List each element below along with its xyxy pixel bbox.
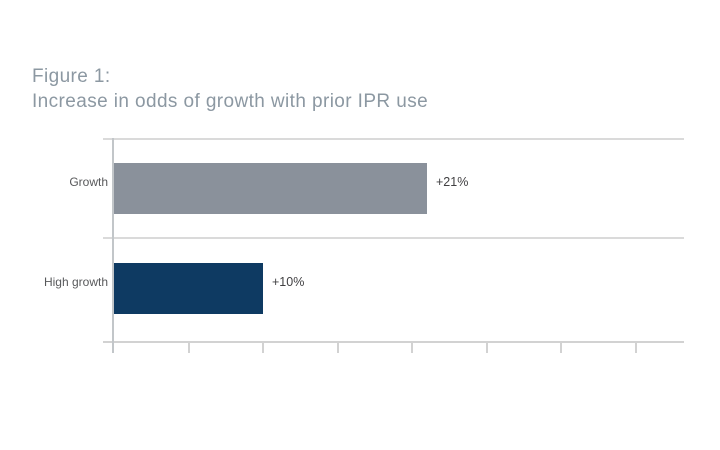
x-axis-tick — [188, 342, 190, 353]
value-label-high-growth: +10% — [272, 275, 305, 289]
x-axis-tick — [262, 342, 264, 353]
bar-row-high-growth: High growth +10% — [0, 238, 720, 342]
category-label-growth: Growth — [69, 175, 108, 189]
bar-row-growth: Growth +21% — [0, 138, 720, 238]
category-label-high-growth: High growth — [43, 275, 108, 289]
gridline-row-separator — [103, 237, 684, 239]
gridline-top — [103, 138, 684, 140]
y-axis-line — [112, 138, 114, 353]
figure-number-label: Figure 1: — [32, 66, 111, 87]
bar-growth — [114, 163, 427, 214]
figure-caption: Increase in odds of growth with prior IP… — [32, 91, 429, 112]
bar-high-growth — [114, 263, 263, 314]
x-axis-tick — [337, 342, 339, 353]
x-axis-tick — [486, 342, 488, 353]
figure-title-block: Figure 1: Increase in odds of growth wit… — [32, 64, 428, 114]
x-axis-tick — [560, 342, 562, 353]
x-axis-line — [103, 341, 684, 343]
x-axis-tick — [411, 342, 413, 353]
x-axis-tick — [635, 342, 637, 353]
value-label-growth: +21% — [436, 175, 469, 189]
